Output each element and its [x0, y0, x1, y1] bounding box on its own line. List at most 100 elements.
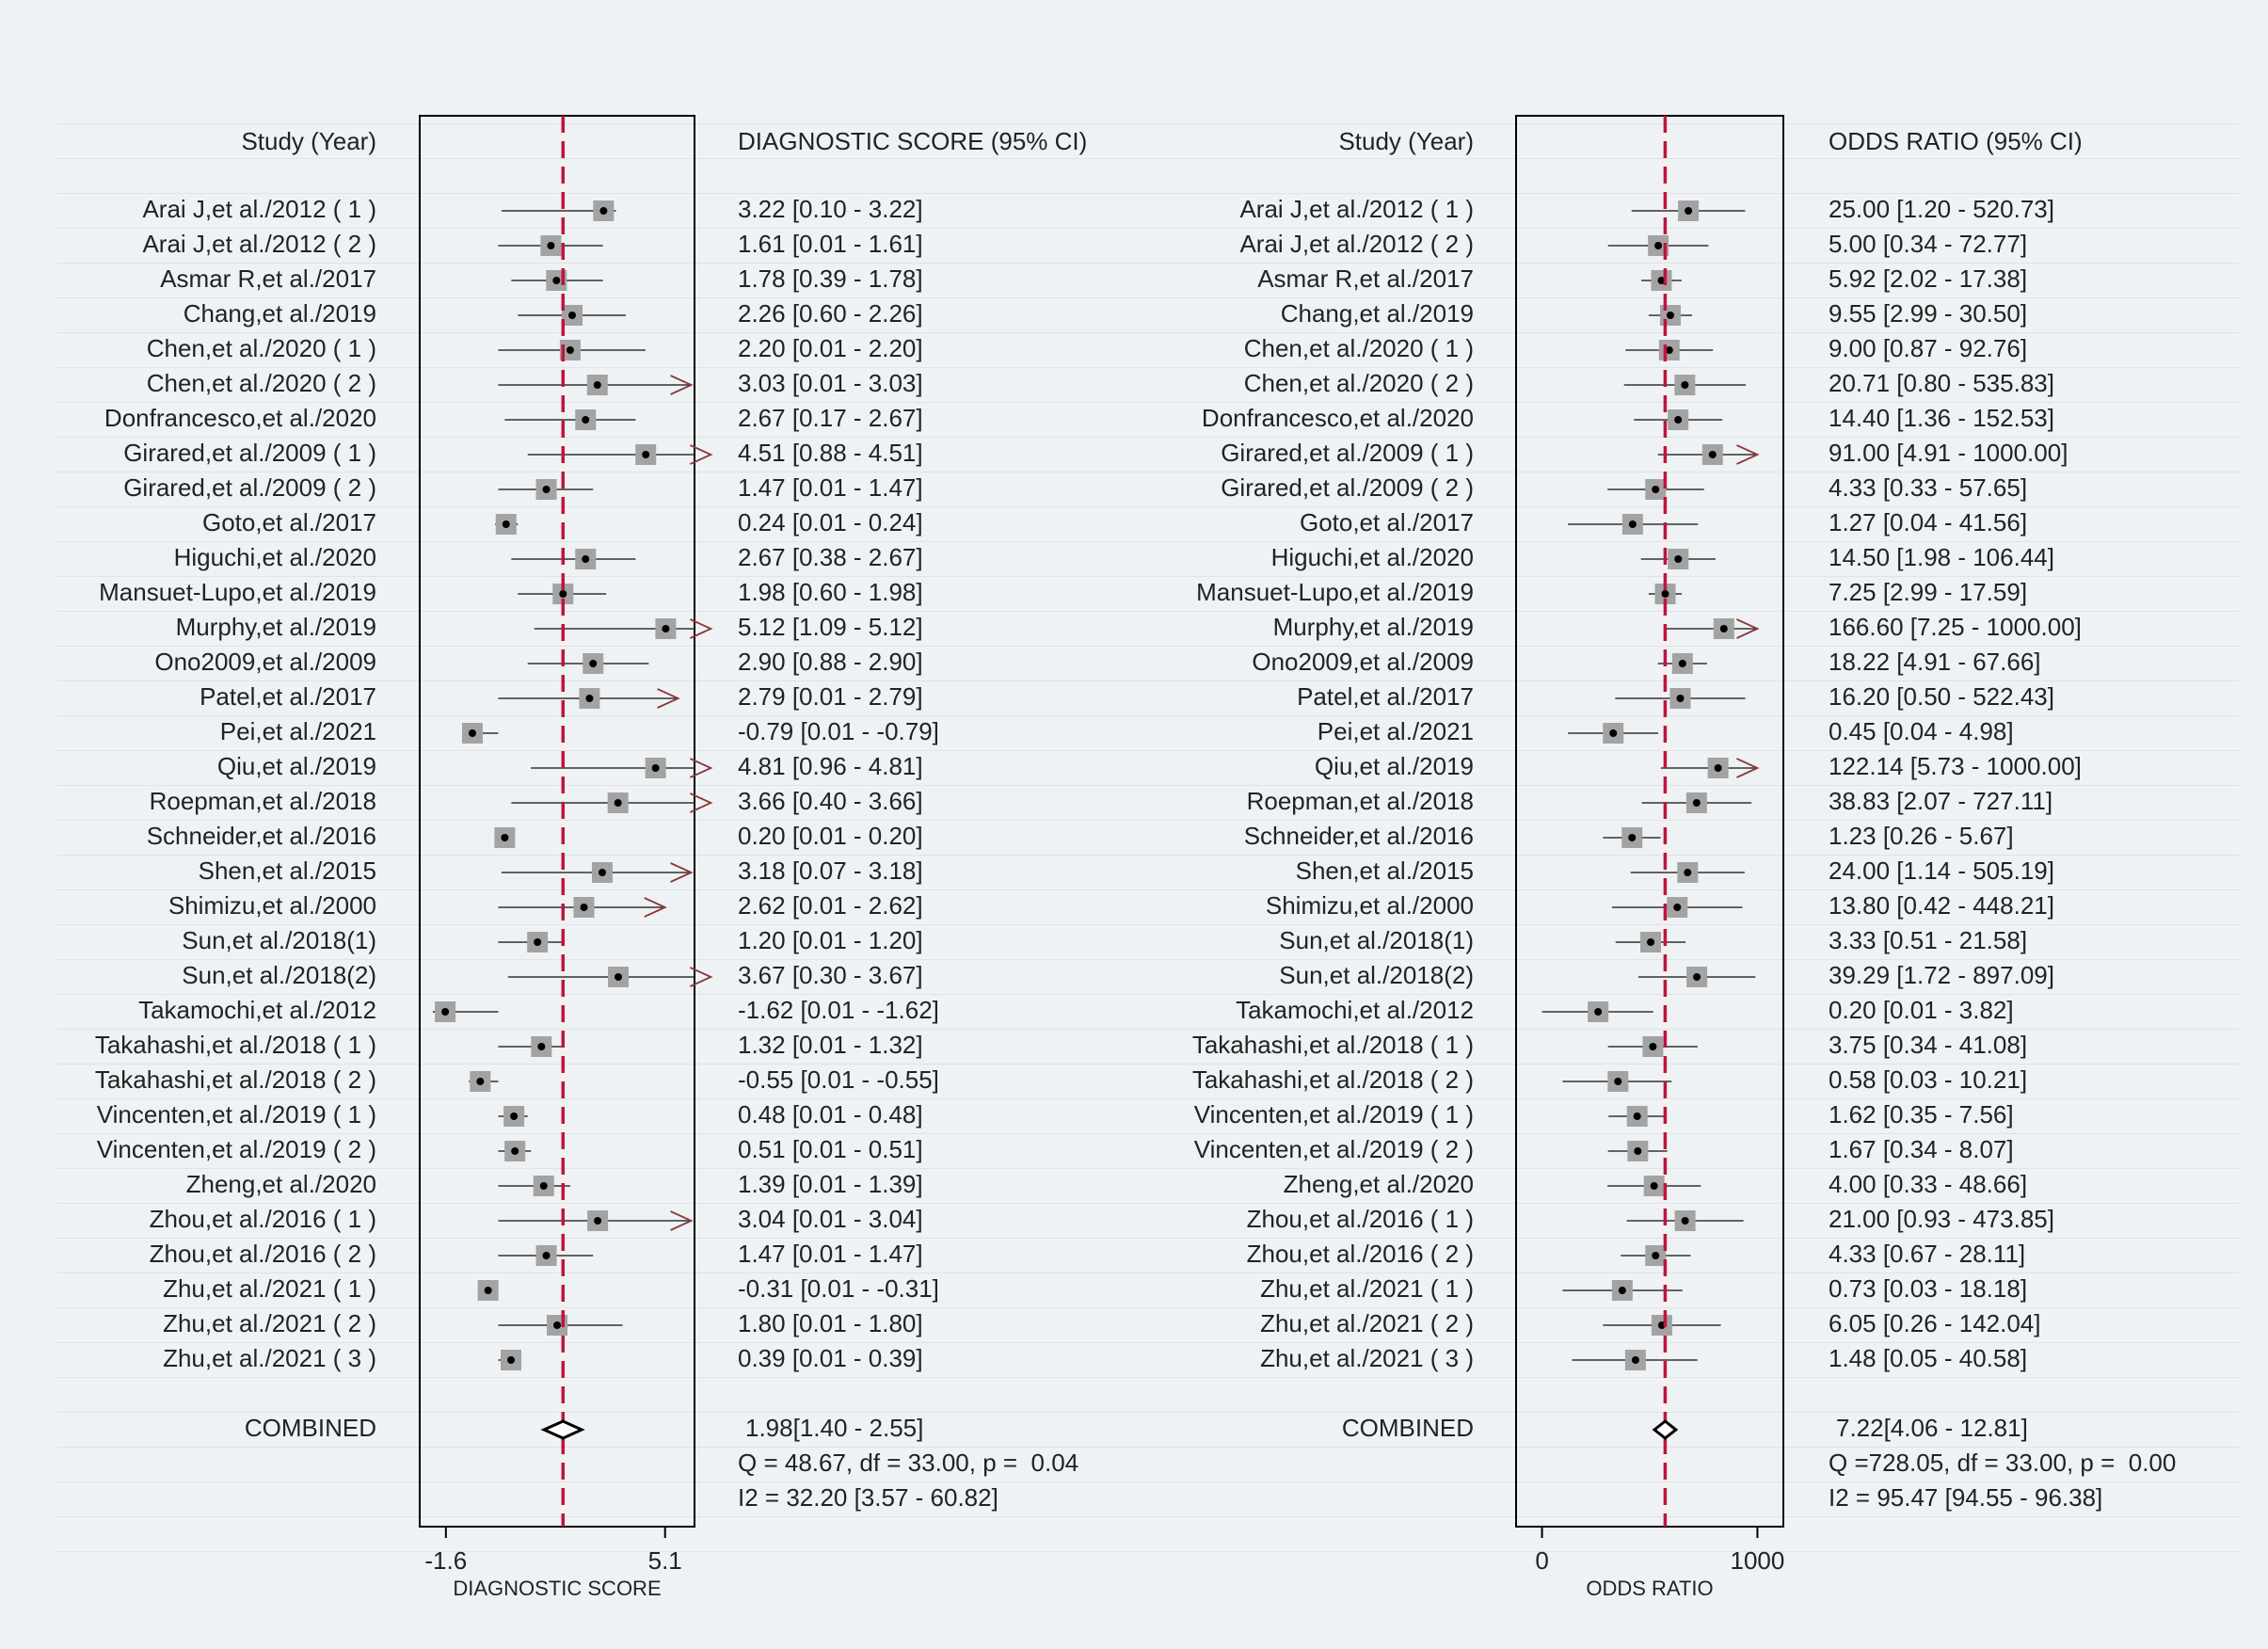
- study-label: Mansuet-Lupo,et al./2019: [99, 578, 376, 606]
- study-label: Donfrancesco,et al./2020: [1202, 404, 1474, 432]
- study-label: Zhou,et al./2016 ( 1 ): [150, 1205, 376, 1233]
- combined-ci-label: 1.98[1.40 - 2.55]: [745, 1414, 923, 1442]
- study-label: Goto,et al./2017: [202, 508, 376, 536]
- study-label: Zhou,et al./2016 ( 2 ): [150, 1240, 376, 1268]
- study-point: [589, 660, 598, 667]
- study-label: Asmar R,et al./2017: [160, 264, 376, 293]
- ci-label: 2.67 [0.17 - 2.67]: [738, 404, 923, 432]
- study-label: Zhu,et al./2021 ( 2 ): [1260, 1309, 1474, 1337]
- study-label: Pei,et al./2021: [220, 717, 376, 745]
- study-label: Shimizu,et al./2000: [168, 891, 376, 920]
- study-label: Zhu,et al./2021 ( 3 ): [163, 1344, 376, 1372]
- ci-arrow: [690, 618, 713, 639]
- ci-label: 16.20 [0.50 - 522.43]: [1829, 682, 2054, 711]
- study-point: [582, 416, 590, 424]
- ci-header: DIAGNOSTIC SCORE (95% CI): [738, 127, 1087, 155]
- study-point: [1674, 555, 1683, 563]
- ci-label: 166.60 [7.25 - 1000.00]: [1829, 613, 2082, 641]
- x-axis-label: DIAGNOSTIC SCORE: [453, 1577, 661, 1600]
- ci-label: 1.67 [0.34 - 8.07]: [1829, 1135, 2014, 1163]
- ci-arrow: [1736, 444, 1760, 465]
- study-label: Chen,et al./2020 ( 2 ): [1244, 369, 1474, 397]
- study-label: Qiu,et al./2019: [1315, 752, 1474, 780]
- ci-label: -0.55 [0.01 - -0.55]: [738, 1065, 939, 1094]
- study-point: [1652, 486, 1660, 493]
- ci-label: -0.31 [0.01 - -0.31]: [738, 1274, 939, 1303]
- plot-box: [1515, 115, 1784, 1528]
- study-point: [1681, 381, 1689, 389]
- study-point: [1681, 1217, 1689, 1225]
- study-point: [552, 277, 561, 284]
- study-label: Vincenten,et al./2019 ( 2 ): [97, 1135, 376, 1163]
- study-point: [1654, 242, 1663, 249]
- study-point: [1628, 520, 1637, 528]
- study-point: [1719, 625, 1728, 632]
- study-point: [1708, 451, 1717, 458]
- study-point: [1676, 695, 1685, 702]
- ci-arrow: [1736, 618, 1760, 639]
- study-point: [599, 207, 608, 215]
- study-point: [1685, 207, 1693, 215]
- ci-label: 4.33 [0.67 - 28.11]: [1829, 1240, 2025, 1268]
- study-label: Murphy,et al./2019: [176, 613, 376, 641]
- ci-label: 3.67 [0.30 - 3.67]: [738, 961, 923, 989]
- study-point: [476, 1078, 485, 1085]
- study-point: [441, 1008, 450, 1016]
- study-label: Vincenten,et al./2019 ( 1 ): [1194, 1100, 1474, 1129]
- combined-diamond: [540, 1419, 585, 1440]
- ci-label: 3.75 [0.34 - 41.08]: [1829, 1031, 2027, 1059]
- study-point: [1628, 834, 1637, 841]
- ci-label: 3.22 [0.10 - 3.22]: [738, 195, 923, 223]
- study-label: Asmar R,et al./2017: [1257, 264, 1474, 293]
- ci-arrow: [690, 444, 713, 465]
- study-point: [547, 242, 555, 249]
- study-point: [1674, 416, 1683, 424]
- study-point: [1614, 1078, 1622, 1085]
- study-point: [502, 520, 510, 528]
- ci-label: 14.50 [1.98 - 106.44]: [1829, 543, 2054, 571]
- study-point: [662, 625, 670, 632]
- ci-arrow: [690, 758, 713, 778]
- ci-label: 91.00 [4.91 - 1000.00]: [1829, 439, 2068, 467]
- ci-label: 14.40 [1.36 - 152.53]: [1829, 404, 2054, 432]
- x-tick-label: -1.6: [424, 1546, 467, 1575]
- ci-label: 24.00 [1.14 - 505.19]: [1829, 857, 2054, 885]
- ci-label: 9.55 [2.99 - 30.50]: [1829, 299, 2027, 328]
- study-header: Study (Year): [1338, 127, 1474, 155]
- study-point: [1647, 938, 1655, 946]
- study-point: [559, 590, 567, 598]
- study-point: [1684, 869, 1692, 876]
- markers: [432, 200, 695, 1370]
- study-point: [553, 1321, 561, 1329]
- ci-label: 1.47 [0.01 - 1.47]: [738, 1240, 923, 1268]
- study-label: Patel,et al./2017: [1297, 682, 1474, 711]
- ci-label: 5.12 [1.09 - 5.12]: [738, 613, 923, 641]
- study-point: [1631, 1356, 1639, 1364]
- study-point: [585, 695, 594, 702]
- study-point: [1618, 1287, 1626, 1294]
- ci-label: 1.80 [0.01 - 1.80]: [738, 1309, 923, 1337]
- ci-label: 1.32 [0.01 - 1.32]: [738, 1031, 923, 1059]
- study-label: Donfrancesco,et al./2020: [104, 404, 376, 432]
- study-point: [598, 869, 606, 876]
- study-header: Study (Year): [241, 127, 376, 155]
- study-point: [511, 1147, 519, 1155]
- study-point: [1633, 1113, 1641, 1120]
- ci-label: 1.27 [0.04 - 41.56]: [1829, 508, 2027, 536]
- ci-label: 0.39 [0.01 - 0.39]: [738, 1344, 923, 1372]
- study-label: Sun,et al./2018(2): [182, 961, 376, 989]
- ci-label: 1.47 [0.01 - 1.47]: [738, 473, 923, 502]
- ci-label: 18.22 [4.91 - 67.66]: [1829, 648, 2041, 676]
- study-label: Girared,et al./2009 ( 1 ): [1221, 439, 1474, 467]
- study-point: [580, 904, 588, 911]
- study-label: Zhou,et al./2016 ( 2 ): [1247, 1240, 1474, 1268]
- study-point: [1649, 1043, 1657, 1050]
- study-point: [1665, 346, 1673, 354]
- ci-label: 3.66 [0.40 - 3.66]: [738, 787, 923, 815]
- study-label: Ono2009,et al./2009: [154, 648, 376, 676]
- study-label: Chen,et al./2020 ( 1 ): [147, 334, 376, 362]
- ci-label: 2.20 [0.01 - 2.20]: [738, 334, 923, 362]
- study-point: [1650, 1182, 1658, 1190]
